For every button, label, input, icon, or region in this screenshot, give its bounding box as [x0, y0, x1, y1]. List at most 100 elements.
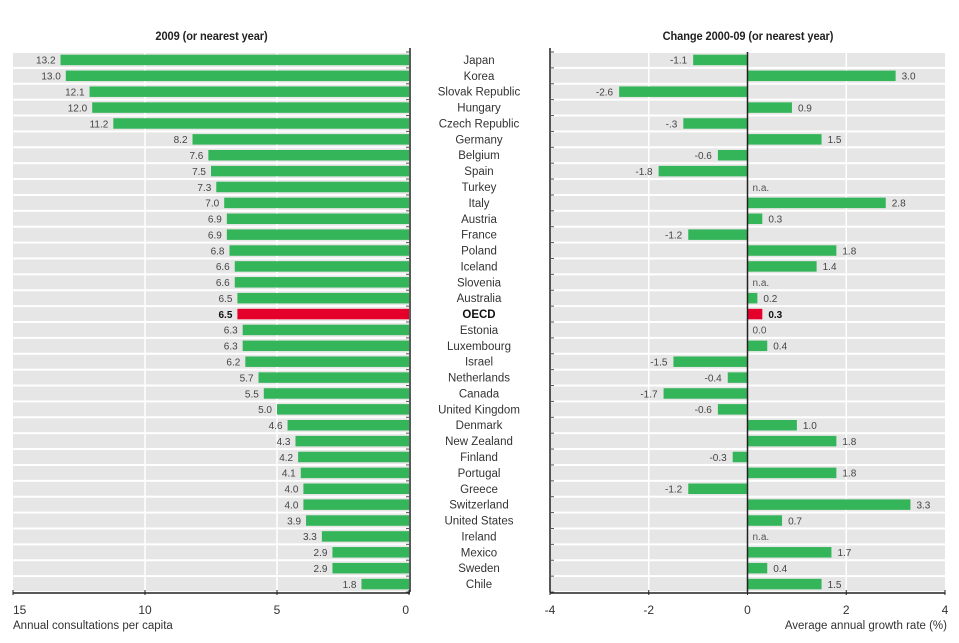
right-bar [673, 356, 748, 367]
country-label: Slovenia [457, 277, 502, 289]
right-x-tick-label: 4 [942, 603, 949, 617]
left-bar-value-label: 5.0 [258, 405, 272, 416]
right-bar-value-label: n.a. [753, 183, 770, 194]
right-x-tick-label: -2 [643, 603, 654, 617]
country-label: Denmark [456, 420, 503, 432]
right-bar [732, 451, 748, 463]
right-bar [747, 562, 768, 574]
country-label: Poland [461, 246, 497, 258]
country-label: Spain [464, 166, 493, 178]
left-bar [92, 102, 409, 113]
country-label: Slovak Republic [438, 87, 521, 99]
left-bar [234, 277, 409, 288]
country-label: Canada [459, 388, 500, 400]
left-bar-value-label: 12.1 [65, 88, 85, 99]
country-label: France [461, 230, 497, 242]
left-bar [263, 388, 409, 399]
left-bar-value-label: 4.3 [277, 437, 291, 448]
right-bar [717, 149, 748, 161]
right-bar-value-label: -1.2 [665, 485, 683, 496]
country-label: New Zealand [445, 436, 513, 448]
right-bar-value-label: 0.0 [753, 326, 767, 337]
right-bar-value-label: 1.0 [803, 421, 817, 432]
left-bar [332, 547, 409, 558]
left-x-tick-label: 0 [402, 603, 409, 617]
left-bar-value-label: 6.3 [224, 342, 238, 353]
country-label: Turkey [462, 182, 497, 194]
left-bar-value-label: 6.3 [224, 326, 238, 337]
country-label: Austria [461, 214, 497, 226]
right-bar [747, 70, 896, 82]
country-labels: Japan Korea Slovak Republic Hungary Czech Re… [438, 55, 521, 591]
left-bar [295, 435, 409, 447]
left-bar-value-label: 1.8 [343, 580, 357, 591]
left-bar [229, 245, 409, 256]
left-bar [224, 197, 409, 209]
right-bar-value-label: 2.8 [892, 199, 906, 210]
right-bar [658, 165, 748, 177]
left-bar [113, 118, 409, 129]
left-bar [303, 499, 409, 510]
country-label: Estonia [460, 325, 499, 337]
country-label: Luxembourg [447, 341, 511, 353]
left-bar [234, 261, 409, 272]
right-bar-value-label: 0.7 [788, 516, 802, 527]
left-bar-value-label: 5.5 [245, 389, 259, 400]
left-bar-value-label: 6.2 [226, 358, 240, 369]
left-bar-value-label: 7.5 [192, 167, 206, 178]
country-label: United States [444, 516, 513, 528]
right-bar [747, 547, 832, 558]
left-bar [361, 578, 409, 590]
left-bar [300, 467, 409, 479]
left-bar-value-label: 8.2 [174, 135, 188, 146]
left-bar [287, 419, 409, 431]
right-bar-value-label: -0.4 [705, 373, 723, 384]
country-label: Mexico [461, 547, 497, 559]
left-bar-value-label: 4.0 [284, 500, 298, 511]
left-bar-value-label: 13.2 [36, 56, 56, 67]
left-bar-value-label: 6.6 [216, 262, 230, 273]
left-bar-value-label: 4.6 [269, 421, 283, 432]
left-panel: 13.2 13.0 12.1 12.011.2 8.27.6 7.5 7.3 7.0 6.9 6.… [12, 48, 411, 617]
right-panel-title: Change 2000-09 (or nearest year) [662, 29, 834, 43]
left-bar-value-label: 6.9 [208, 230, 222, 241]
right-bar [747, 213, 763, 225]
right-bar-value-label: 1.7 [837, 548, 851, 559]
country-label: Chile [466, 579, 492, 591]
left-bar [65, 70, 410, 82]
right-bar [717, 404, 748, 415]
left-bar-value-label: 6.9 [208, 215, 222, 226]
country-label: Belgium [458, 150, 500, 162]
right-bar-value-label: 3.0 [902, 72, 916, 83]
right-bar-value-label: -1.8 [635, 167, 653, 178]
right-bar-value-label: 0.2 [763, 294, 777, 305]
left-bar-value-label: 11.2 [90, 119, 109, 130]
right-bar-value-label: -1.2 [665, 230, 683, 241]
left-bar [60, 54, 410, 66]
left-bar-value-label: 2.9 [314, 548, 328, 559]
left-bar-value-label: 3.3 [303, 532, 317, 543]
left-bar [192, 134, 409, 145]
right-bar-value-label: 0.4 [773, 564, 787, 575]
right-bar-value-label: n.a. [753, 532, 770, 543]
left-bar [277, 404, 409, 415]
right-bar [747, 197, 886, 209]
right-bar [747, 102, 792, 113]
left-bar [242, 340, 409, 352]
right-bar-value-label: -1.5 [650, 358, 668, 369]
right-bar [747, 340, 768, 352]
right-bar-value-label: 0.3 [768, 215, 782, 226]
left-bar [211, 165, 409, 177]
right-bar-value-label: 1.8 [842, 437, 856, 448]
right-bar-oecd [747, 308, 763, 320]
right-x-axis-title: Average annual growth rate (%) [784, 620, 947, 632]
country-label: Finland [460, 452, 498, 464]
right-bar [747, 515, 783, 526]
country-label: Hungary [457, 103, 501, 115]
left-bar-oecd [237, 308, 409, 320]
left-bar [226, 213, 409, 225]
left-bar-value-label: 6.5 [218, 294, 232, 305]
left-bar-value-label: 2.9 [314, 564, 328, 575]
left-row-band [13, 529, 409, 544]
